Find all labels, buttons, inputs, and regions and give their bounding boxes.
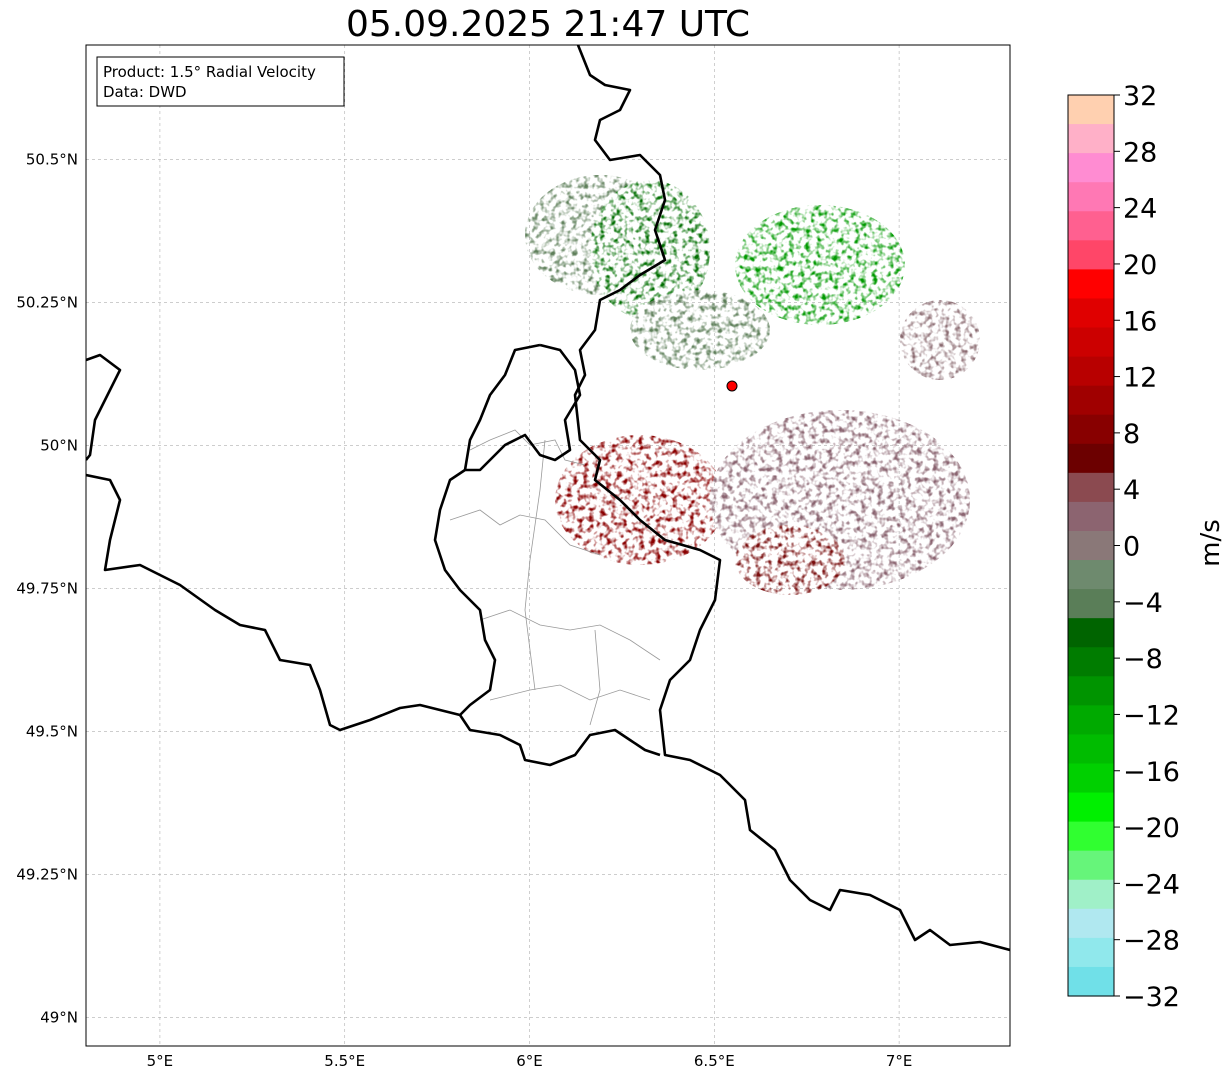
map-title: 05.09.2025 21:47 UTC xyxy=(345,4,751,45)
axis-tick-labels: 5°E 5.5°E 6°E 6.5°E 7°E 50.5°N 50.25°N 50°N 49.7… xyxy=(16,150,912,1070)
country-borders xyxy=(86,45,1010,952)
lat-tick-label: 49.75°N xyxy=(16,579,78,597)
colorbar-tick-label: −16 xyxy=(1123,757,1180,788)
lon-tick-label: 6°E xyxy=(516,1052,543,1070)
colorbar-segment xyxy=(1068,443,1114,474)
lat-tick-label: 50.25°N xyxy=(16,293,78,311)
echo-outbound-core xyxy=(735,525,845,595)
colorbar-tick-label: −12 xyxy=(1123,700,1180,731)
colorbar-segment xyxy=(1068,182,1114,212)
lon-tick-label: 5°E xyxy=(147,1052,174,1070)
colorbar-tick-label: 28 xyxy=(1123,137,1157,168)
echo-inbound-near xyxy=(630,290,770,370)
colorbar-segment xyxy=(1068,850,1114,881)
lat-tick-label: 50.5°N xyxy=(26,150,78,168)
colorbar-segment xyxy=(1068,676,1114,706)
lon-tick-label: 6.5°E xyxy=(694,1052,735,1070)
colorbar-segment xyxy=(1068,734,1114,765)
colorbar-segment xyxy=(1068,269,1114,300)
colorbar-segment xyxy=(1068,647,1114,677)
colorbar-tick-label: 24 xyxy=(1123,194,1157,225)
echo-outbound-northeast xyxy=(900,300,980,380)
colorbar-segment xyxy=(1068,966,1114,997)
info-box: Product: 1.5° Radial Velocity Data: DWD xyxy=(96,56,345,107)
colorbar-segment xyxy=(1068,124,1114,154)
radar-echoes xyxy=(525,175,980,595)
colorbar-unit-label: m/s xyxy=(1196,519,1225,567)
colorbar-segment xyxy=(1068,211,1114,241)
colorbar-tick-label: −8 xyxy=(1123,644,1163,675)
lat-tick-label: 49.5°N xyxy=(26,722,78,740)
colorbar-tick-label: −4 xyxy=(1123,588,1163,619)
colorbar-segment xyxy=(1068,530,1114,561)
colorbar-tick-label: 8 xyxy=(1123,419,1140,450)
colorbar-tick-label: 0 xyxy=(1123,532,1140,563)
colorbar-tick-label: −32 xyxy=(1123,982,1180,1013)
colorbar-tick-label: −28 xyxy=(1123,926,1180,957)
colorbar-segment xyxy=(1068,792,1114,823)
colorbar-segment xyxy=(1068,618,1114,648)
info-box-frame xyxy=(96,56,345,107)
lon-tick-label: 5.5°E xyxy=(324,1052,365,1070)
lon-tick-label: 7°E xyxy=(886,1052,913,1070)
colorbar-segment xyxy=(1068,879,1114,910)
colorbar-segment xyxy=(1068,240,1114,270)
colorbar-segment xyxy=(1068,763,1114,794)
colorbar-segment xyxy=(1068,937,1114,968)
lat-tick-label: 50°N xyxy=(40,436,78,454)
colorbar-tick-label: 4 xyxy=(1123,475,1140,506)
colorbar-segment xyxy=(1068,414,1114,445)
colorbar-tick-label: 16 xyxy=(1123,306,1157,337)
velocity-colorbar: 32 28 24 20 16 12 8 4 0 −4 −8 −12 −16 −20 −24 −28 −32 xyxy=(1067,81,1180,1013)
colorbar-segment xyxy=(1068,95,1114,125)
colorbar-segment xyxy=(1068,385,1114,416)
colorbar-tick-label: 20 xyxy=(1123,250,1157,281)
info-product: Product: 1.5° Radial Velocity xyxy=(103,63,316,81)
colorbar-tick-label: 32 xyxy=(1123,81,1157,112)
plot-border xyxy=(85,44,1011,1047)
colorbar-segment xyxy=(1068,356,1114,387)
echo-inbound-strong xyxy=(735,205,905,325)
lat-tick-label: 49°N xyxy=(40,1008,78,1026)
colorbar-segment xyxy=(1068,705,1114,736)
info-data-source: Data: DWD xyxy=(103,83,187,101)
colorbar-segment xyxy=(1068,298,1114,329)
echo-outbound-west xyxy=(555,435,725,565)
radar-site-marker xyxy=(726,380,738,392)
colorbar-tick-label: 12 xyxy=(1123,363,1157,394)
colorbar-segment xyxy=(1068,560,1114,590)
colorbar-segment xyxy=(1068,153,1114,183)
colorbar-tick-label: −24 xyxy=(1123,869,1180,900)
colorbar-segment xyxy=(1068,327,1114,358)
admin-boundaries xyxy=(449,429,661,726)
echo-inbound-moderate xyxy=(590,180,710,320)
lat-tick-label: 49.25°N xyxy=(16,865,78,883)
colorbar-segment xyxy=(1068,821,1114,852)
colorbar-segment xyxy=(1068,472,1114,503)
colorbar-segment xyxy=(1068,589,1114,619)
colorbar-segment xyxy=(1068,501,1114,532)
colorbar-segment xyxy=(1068,908,1114,939)
colorbar-tick-label: −20 xyxy=(1123,813,1180,844)
